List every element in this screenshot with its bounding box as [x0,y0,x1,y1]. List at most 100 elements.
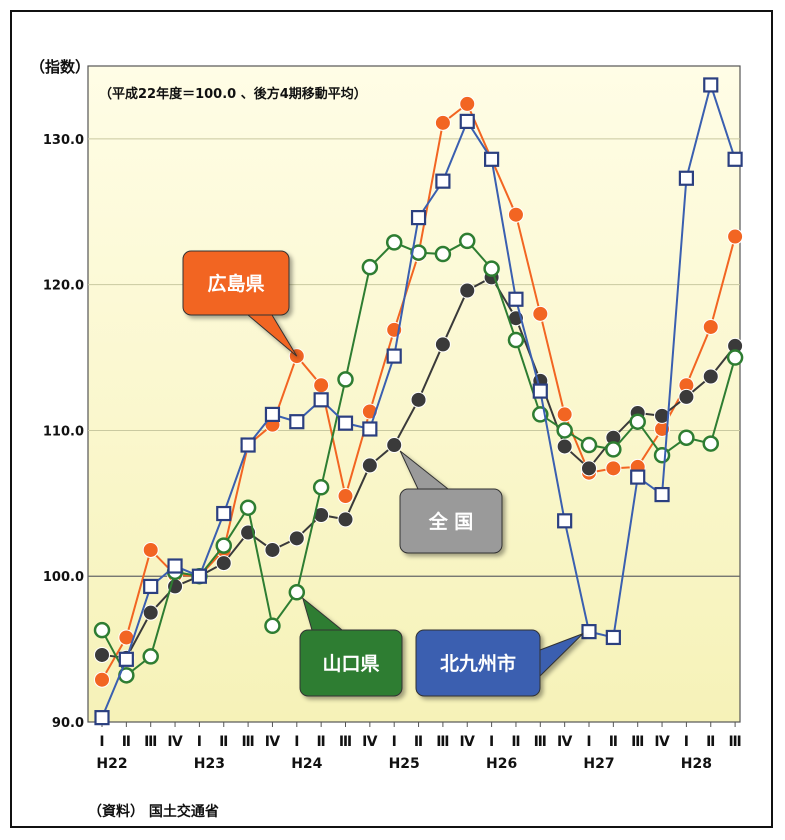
x-tick-label: Ⅱ [706,734,715,750]
data-point [678,170,695,186]
data-point [361,258,379,276]
data-point [702,435,719,452]
data-point [532,383,548,399]
x-year-label: H27 [583,756,614,772]
data-point [459,95,476,112]
callout-label: 北九州市 [440,652,516,675]
x-tick-label: Ⅱ [414,734,423,750]
data-point [556,422,573,439]
data-point [239,499,257,516]
data-point [629,413,646,430]
data-point [434,114,451,131]
data-point [289,414,305,430]
data-point [654,407,671,424]
callout-box [299,629,403,697]
callout-box [399,488,503,554]
data-point [508,291,524,307]
y-tick-label: 100.0 [43,570,84,585]
data-point [484,151,500,167]
data-point [386,437,403,454]
x-tick-label: Ⅰ [684,734,689,750]
x-tick-label: Ⅲ [144,734,157,750]
data-point [557,513,573,529]
x-tick-label: Ⅳ [557,734,573,750]
y-tick-label: 120.0 [43,279,84,294]
x-year-label: H26 [486,756,517,772]
data-point [142,541,159,558]
data-point [264,541,281,558]
callout-box [415,629,541,697]
data-point [337,415,354,431]
data-point [581,460,597,477]
data-point [93,621,111,639]
x-tick-label: Ⅳ [167,734,183,750]
data-point [581,624,597,640]
x-tick-label: Ⅱ [219,734,228,750]
x-tick-label: Ⅰ [586,734,591,750]
data-point [142,604,159,621]
data-point [556,406,573,423]
data-point [507,331,525,349]
data-point [215,555,232,572]
data-point [532,305,549,322]
x-year-label: H22 [96,756,127,772]
x-tick-label: Ⅲ [241,734,254,750]
x-tick-label: Ⅲ [534,734,547,750]
x-year-label: H28 [681,756,712,772]
data-point [94,671,110,688]
x-tick-label: Ⅲ [339,734,352,750]
callout-label: 全 国 [428,510,474,533]
y-unit-label: （指数） [30,58,90,76]
callout-label: 広島県 [207,272,264,295]
data-point [727,228,744,245]
callout-全国 [399,450,503,554]
x-tick-label: Ⅲ [436,734,449,750]
data-point [483,260,500,277]
data-point [605,460,622,477]
data-point [264,406,281,423]
data-point [216,505,232,522]
x-tick-label: Ⅱ [122,734,131,750]
x-year-label: H24 [291,756,322,772]
data-point [215,537,232,554]
data-point [653,446,671,464]
data-point [313,377,330,394]
x-tick-label: Ⅰ [392,734,397,750]
data-point [191,568,207,584]
data-point [385,234,403,251]
x-tick-label: Ⅰ [489,734,494,750]
data-point [580,436,598,454]
data-point [435,173,451,189]
data-point [630,469,646,485]
data-point [312,479,330,496]
data-point [118,651,134,667]
data-point [264,617,281,635]
x-tick-label: Ⅱ [609,734,618,750]
data-point [337,511,354,528]
data-point [605,441,622,458]
callout-北九州市 [415,629,584,697]
data-point [556,438,573,455]
x-year-label: H25 [389,756,420,772]
data-point [605,629,621,646]
x-tick-label: Ⅰ [197,734,202,750]
data-point [434,336,451,353]
x-tick-label: Ⅳ [654,734,670,750]
data-point [703,77,719,93]
data-point [94,646,110,663]
data-point [702,368,719,385]
data-point [654,486,670,503]
data-point [288,584,306,601]
x-tick-label: Ⅲ [728,734,741,750]
data-point [410,210,427,226]
data-point [459,232,476,250]
y-tick-label: 130.0 [43,133,84,148]
x-tick-label: Ⅳ [265,734,281,750]
data-point [337,371,354,388]
data-point [361,457,378,474]
data-point [726,349,744,366]
data-point [459,282,476,299]
